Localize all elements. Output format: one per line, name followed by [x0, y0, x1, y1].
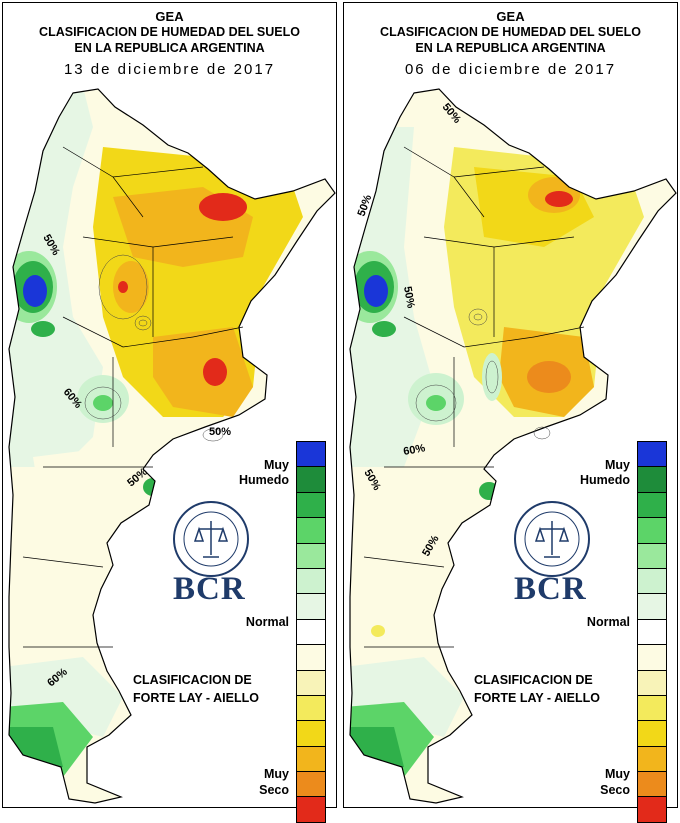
map-panel-right: GEA CLASIFICACION DE HUMEDAD DEL SUELO E… — [343, 2, 678, 823]
legend-label-seco: Seco — [259, 783, 289, 797]
map-panel-left: GEA CLASIFICACION DE HUMEDAD DEL SUELO E… — [2, 2, 337, 823]
legend-swatch — [637, 618, 667, 645]
legend-swatch — [637, 441, 667, 467]
contour-label: 50% — [401, 285, 417, 309]
contour-label: 50% — [209, 426, 231, 438]
legend-swatch — [296, 567, 326, 594]
classification-line2: FORTE LAY - AIELLO — [474, 691, 600, 705]
legend-swatch — [296, 542, 326, 568]
legend-swatch — [296, 644, 326, 670]
legend-swatch — [296, 720, 326, 746]
legend-swatch — [637, 491, 667, 518]
classification-line2: FORTE LAY - AIELLO — [133, 691, 259, 705]
moisture-legend — [296, 441, 326, 823]
legend-swatch — [637, 720, 667, 746]
legend-swatch — [637, 771, 667, 797]
panel-title-line2: EN LA REPUBLICA ARGENTINA — [74, 41, 265, 55]
legend-swatch — [296, 491, 326, 518]
legend-swatch — [637, 644, 667, 670]
moisture-legend — [637, 441, 667, 823]
legend-swatch — [637, 593, 667, 619]
classification-line1: CLASIFICACION DE — [474, 673, 593, 687]
legend-label-muy-top: Muy — [605, 458, 630, 472]
bcr-seal-logo — [514, 501, 590, 577]
contour-label: 60% — [402, 442, 426, 458]
legend-label-muy-bottom: Muy — [605, 767, 630, 781]
legend-swatch — [296, 593, 326, 619]
legend-label-normal: Normal — [245, 615, 289, 629]
legend-swatch — [637, 567, 667, 594]
panel-org: GEA — [496, 9, 525, 24]
legend-swatch — [637, 517, 667, 543]
panel-date: 13 de diciembre de 2017 — [63, 61, 276, 78]
panel-title-line1: CLASIFICACION DE HUMEDAD DEL SUELO — [380, 25, 641, 39]
panel-title-line2: EN LA REPUBLICA ARGENTINA — [415, 41, 606, 55]
legend-label-muy-top: Muy — [264, 458, 289, 472]
legend-label-seco: Seco — [600, 783, 630, 797]
legend-swatch — [296, 771, 326, 797]
legend-label-muy-bottom: Muy — [264, 767, 289, 781]
legend-swatch — [637, 694, 667, 721]
classification-line1: CLASIFICACION DE — [133, 673, 252, 687]
bcr-logo-text: BCR — [173, 571, 246, 607]
legend-swatch — [637, 796, 667, 823]
legend-label-humedo: Humedo — [580, 473, 630, 487]
legend-label-humedo: Humedo — [239, 473, 289, 487]
bcr-seal-logo — [173, 501, 249, 577]
panel-date: 06 de diciembre de 2017 — [404, 61, 617, 78]
legend-swatch — [296, 694, 326, 721]
legend-swatch — [637, 542, 667, 568]
legend-swatch — [296, 745, 326, 772]
bcr-logo-text: BCR — [514, 571, 587, 607]
legend-swatch — [296, 669, 326, 695]
legend-swatch — [637, 745, 667, 772]
argentina-soil-moisture-map: 50% 60% 50% 50% 60% — [8, 88, 336, 804]
legend-swatch — [296, 466, 326, 492]
legend-swatch — [296, 618, 326, 645]
legend-swatch — [637, 669, 667, 695]
legend-swatch — [296, 517, 326, 543]
panel-org: GEA — [155, 9, 184, 24]
legend-swatch — [296, 441, 326, 467]
legend-swatch — [637, 466, 667, 492]
argentina-soil-moisture-map: 50% 50% 50% 50% 50% 60% — [349, 88, 677, 804]
legend-label-normal: Normal — [586, 615, 630, 629]
legend-swatch — [296, 796, 326, 823]
panel-title-line1: CLASIFICACION DE HUMEDAD DEL SUELO — [39, 25, 300, 39]
